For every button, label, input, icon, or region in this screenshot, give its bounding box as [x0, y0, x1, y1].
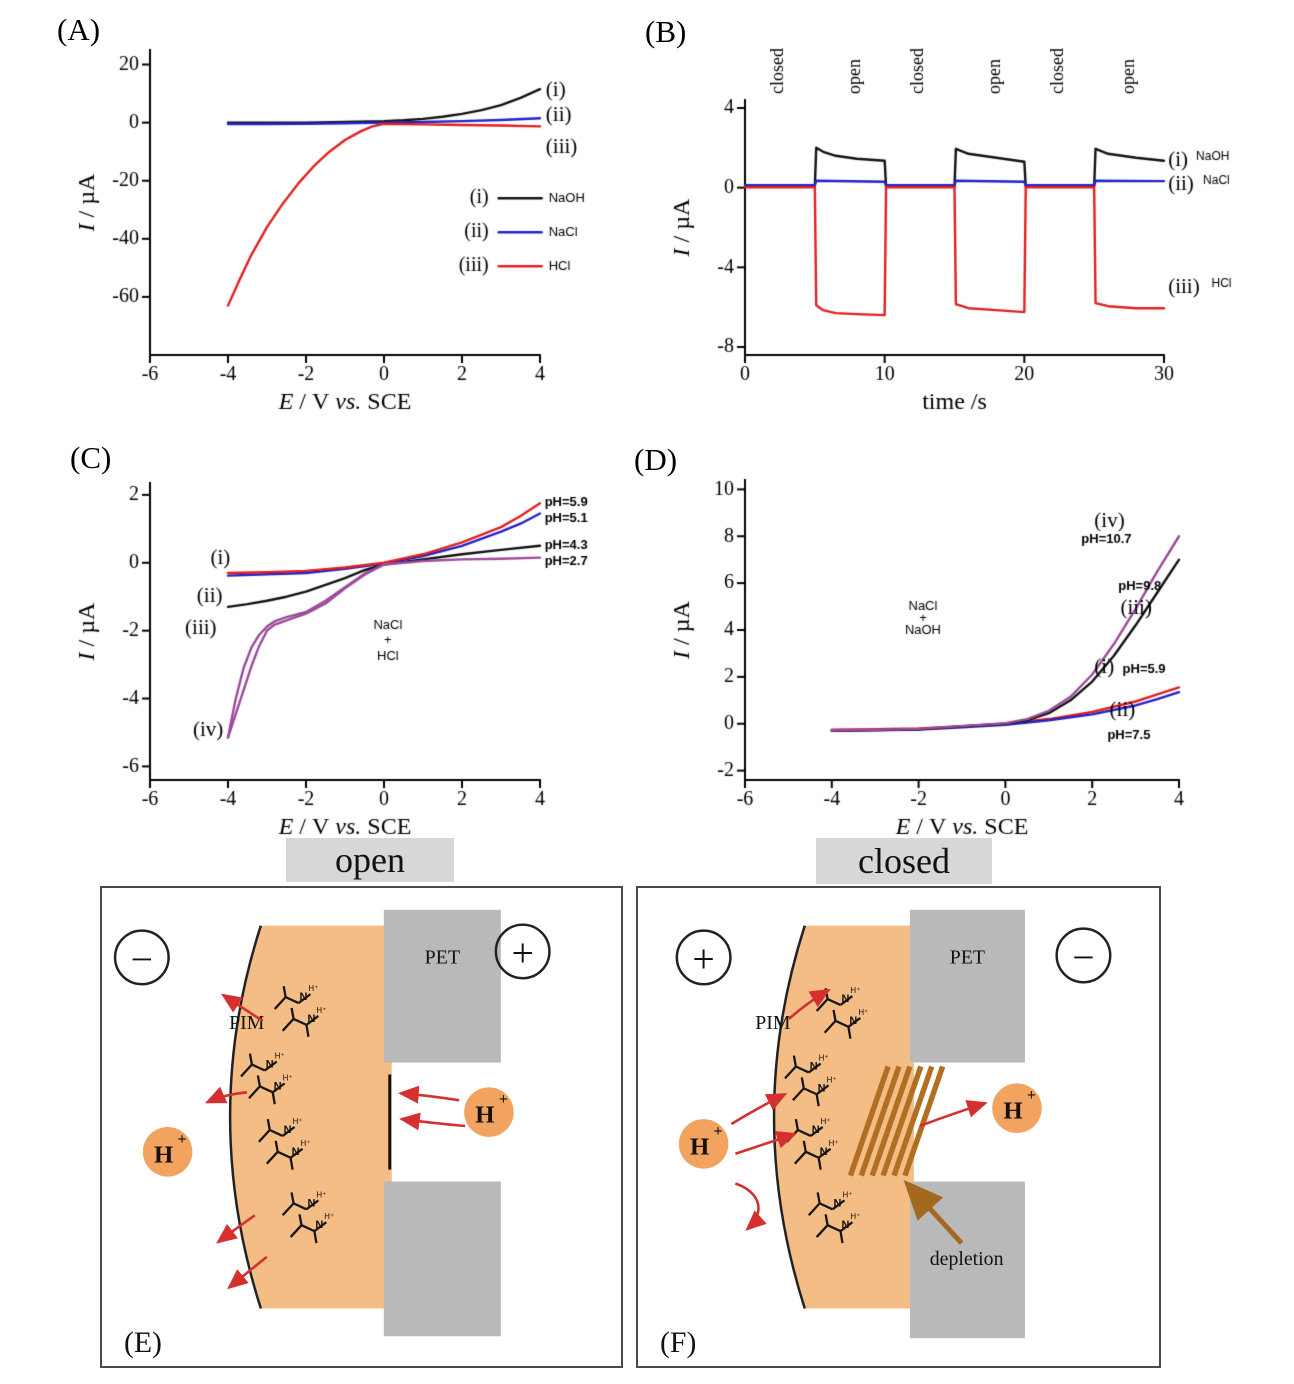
svg-text:+: +: [499, 1091, 508, 1108]
panel-label-c: (C): [70, 440, 112, 475]
panel-label-b: (B): [645, 14, 687, 49]
chart-a-canvas: [20, 5, 610, 425]
proton-flow-arrow: [399, 1112, 466, 1131]
positive-electrode-icon: +: [494, 923, 551, 980]
depletion-label: depletion: [930, 1248, 1004, 1270]
panel-label-e: (E): [124, 1326, 162, 1359]
chart-c-canvas: [20, 435, 610, 855]
hydrogen-ion: H +: [142, 1127, 193, 1177]
depletion-pointer-arrow: [903, 1179, 964, 1245]
panel-label-d: (D): [634, 442, 678, 477]
proton-flow-arrow: [734, 1131, 798, 1155]
svg-text:−: −: [131, 937, 153, 981]
svg-text:+: +: [714, 1123, 723, 1140]
svg-text:+: +: [178, 1131, 187, 1148]
proton-flow-arrow: [919, 1100, 988, 1128]
proton-flow-arrow: [216, 1214, 256, 1244]
proton-flow-arrow: [730, 1093, 788, 1126]
svg-text:H: H: [475, 1102, 494, 1129]
panel-label-f: (F): [660, 1326, 696, 1359]
proton-flow-arrow: [227, 1255, 268, 1290]
negative-electrode-icon: −: [1055, 927, 1112, 984]
svg-text:+: +: [692, 937, 714, 981]
proton-flow-arrow: [734, 1182, 767, 1231]
open-state-label: open: [286, 838, 454, 882]
pim-membrane: [230, 925, 392, 1309]
svg-text:−: −: [1072, 935, 1094, 979]
proton-flow-arrow: [398, 1085, 460, 1104]
pim-label: PIM: [755, 1012, 791, 1034]
pim-membrane-edge: [228, 925, 263, 1309]
pet-label: PET: [425, 946, 460, 968]
chart-d-canvas: [630, 435, 1294, 855]
pim-label: PIM: [229, 1012, 265, 1034]
open-diagram-panel: N H⁺ N H⁺ − +: [100, 886, 623, 1368]
closed-diagram-panel: + − PIM PET H + H +: [636, 886, 1161, 1368]
panel-label-a: (A): [57, 12, 101, 47]
proton-flow-arrow: [204, 1086, 248, 1104]
pet-block-top: [909, 909, 1025, 1063]
pet-block-bottom: [383, 1181, 501, 1337]
open-diagram: N H⁺ N H⁺ − +: [113, 909, 551, 1359]
hydrogen-ion: H +: [992, 1083, 1042, 1133]
positive-electrode-icon: +: [675, 929, 732, 986]
hydrogen-ion: H +: [678, 1119, 729, 1169]
svg-text:+: +: [511, 931, 533, 975]
pim-membrane-edge: [772, 925, 806, 1309]
svg-text:+: +: [1027, 1087, 1036, 1104]
closed-diagram: + − PIM PET H + H +: [660, 909, 1112, 1359]
pim-membrane: [774, 925, 914, 1309]
depletion-hatch: [847, 1065, 946, 1177]
pet-block-top: [383, 909, 501, 1063]
proton-flow-arrow: [788, 988, 831, 1020]
chart-b-canvas: [640, 5, 1294, 425]
proton-flow-arrow: [221, 993, 264, 1022]
svg-text:H: H: [690, 1133, 709, 1160]
pet-label: PET: [950, 946, 985, 968]
hydrogen-ion: H +: [464, 1087, 514, 1137]
closed-state-label: closed: [816, 838, 992, 884]
negative-electrode-icon: −: [113, 929, 170, 986]
svg-text:H: H: [154, 1141, 173, 1168]
svg-text:H: H: [1003, 1098, 1022, 1125]
